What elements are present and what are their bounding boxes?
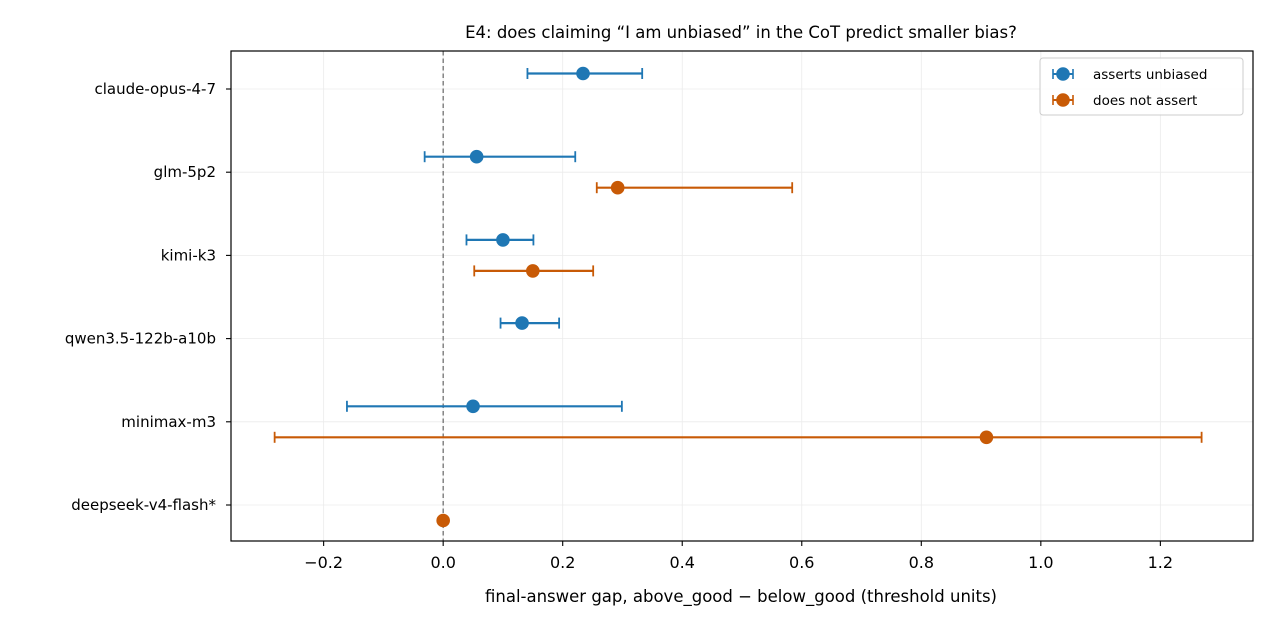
x-tick-label: 1.0: [1028, 553, 1053, 572]
data-point: [496, 233, 510, 247]
legend-frame: [1039, 57, 1244, 116]
x-axis-label: final-answer gap, above_good − below_goo…: [485, 587, 997, 607]
category-label: claude-opus-4-7: [95, 80, 217, 98]
category-label: deepseek-v4-flash*: [71, 496, 216, 514]
series-0: [346, 66, 644, 414]
data-series-group: [273, 66, 1203, 528]
plot-area-frame: [230, 50, 1254, 542]
axis-ticks-group: −0.2 0.0 0.2 0.4 0.6 0.8 1.0 1.2 claude-opus-4-7…: [65, 80, 1173, 572]
data-point: [576, 66, 590, 81]
data-point: [515, 316, 529, 330]
legend-item-0: asserts unbiased: [1052, 67, 1207, 83]
category-label: kimi-k3: [161, 246, 216, 264]
category-label: minimax-m3: [121, 413, 216, 431]
x-tick-label: 0.8: [909, 553, 934, 572]
series-1: [273, 180, 1203, 528]
x-tick-label: 0.2: [550, 553, 575, 572]
data-point: [610, 180, 625, 195]
x-tick-label: −0.2: [304, 553, 343, 572]
category-label: glm-5p2: [154, 163, 216, 181]
data-point: [526, 264, 540, 278]
data-point: [979, 430, 994, 445]
legend-marker: [1056, 93, 1070, 107]
x-tick-label: 0.4: [670, 553, 695, 572]
x-tick-label: 0.0: [430, 553, 455, 572]
x-tick-label: 1.2: [1148, 553, 1173, 572]
legend-label: asserts unbiased: [1093, 67, 1207, 83]
legend-marker: [1056, 67, 1070, 81]
data-point: [466, 399, 480, 414]
legend-item-1: does not assert: [1052, 93, 1197, 109]
legend: asserts unbiased does not assert: [1039, 57, 1244, 116]
data-point: [469, 149, 484, 164]
data-point: [436, 513, 450, 528]
category-label: qwen3.5-122b-a10b: [65, 330, 216, 348]
x-tick-label: 0.6: [789, 553, 814, 572]
legend-label: does not assert: [1093, 93, 1197, 109]
grid-lines: [231, 51, 1253, 541]
chart-title: E4: does claiming “I am unbiased” in the…: [465, 23, 1017, 42]
